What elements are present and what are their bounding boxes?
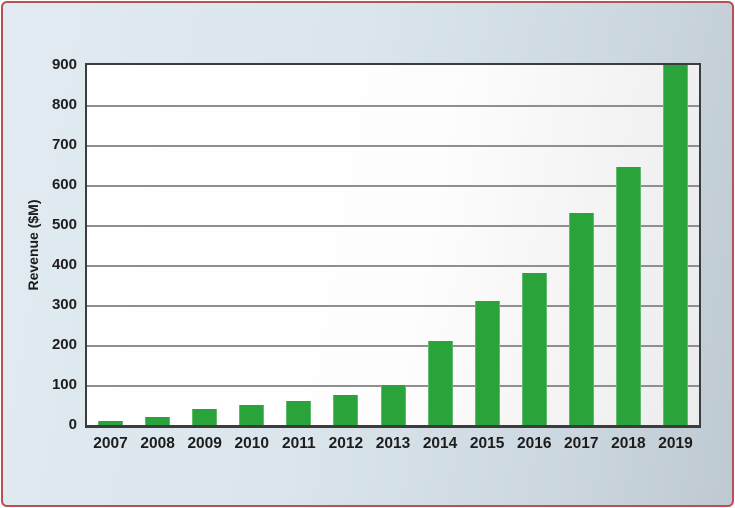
y-tick-label-400: 400 — [51, 256, 77, 273]
bar-2007 — [98, 421, 124, 425]
plot-inner — [87, 65, 699, 425]
gridline-500 — [87, 225, 699, 227]
y-tick-label-800: 800 — [51, 96, 77, 113]
gridline-700 — [87, 145, 699, 147]
y-tick-label-700: 700 — [51, 136, 77, 153]
gridline-300 — [87, 305, 699, 307]
x-tick-label-2009: 2009 — [187, 435, 222, 452]
x-tick-label-2007: 2007 — [93, 435, 128, 452]
x-tick-label-2008: 2008 — [140, 435, 175, 452]
x-tick-label-2011: 2011 — [282, 435, 316, 452]
bar-2014 — [427, 341, 453, 425]
y-tick-label-600: 600 — [51, 176, 77, 193]
bar-2016 — [521, 273, 547, 425]
x-tick-label-2015: 2015 — [469, 435, 505, 452]
revenue-bar-chart-plot-area — [85, 63, 701, 428]
x-tick-label-2010: 2010 — [234, 435, 269, 452]
x-tick-label-2014: 2014 — [422, 435, 458, 452]
bar-2010 — [239, 405, 265, 425]
gridline-200 — [87, 345, 699, 347]
bar-2011 — [286, 401, 312, 425]
bar-2008 — [145, 417, 171, 425]
bar-2013 — [380, 385, 406, 425]
x-tick-label-2019: 2019 — [658, 435, 693, 452]
y-tick-label-0: 0 — [68, 416, 77, 433]
x-tick-label-2017: 2017 — [564, 435, 599, 452]
gridline-400 — [87, 265, 699, 267]
y-axis-title: Revenue ($M) — [25, 199, 41, 291]
bar-2018 — [615, 167, 641, 425]
y-tick-label-500: 500 — [51, 216, 77, 233]
x-tick-label-2018: 2018 — [611, 435, 646, 452]
bar-2012 — [333, 395, 359, 425]
y-tick-label-200: 200 — [51, 336, 77, 353]
y-tick-label-100: 100 — [51, 376, 77, 393]
x-tick-label-2013: 2013 — [375, 435, 411, 452]
bar-2017 — [568, 213, 594, 425]
gridline-600 — [87, 185, 699, 187]
y-tick-label-300: 300 — [51, 296, 77, 313]
bar-2009 — [192, 409, 218, 425]
x-tick-label-2016: 2016 — [516, 435, 552, 452]
y-tick-label-900: 900 — [51, 56, 77, 73]
bar-2015 — [474, 301, 500, 425]
x-tick-label-2012: 2012 — [328, 435, 364, 452]
gridline-800 — [87, 105, 699, 107]
bar-2019 — [662, 65, 688, 425]
